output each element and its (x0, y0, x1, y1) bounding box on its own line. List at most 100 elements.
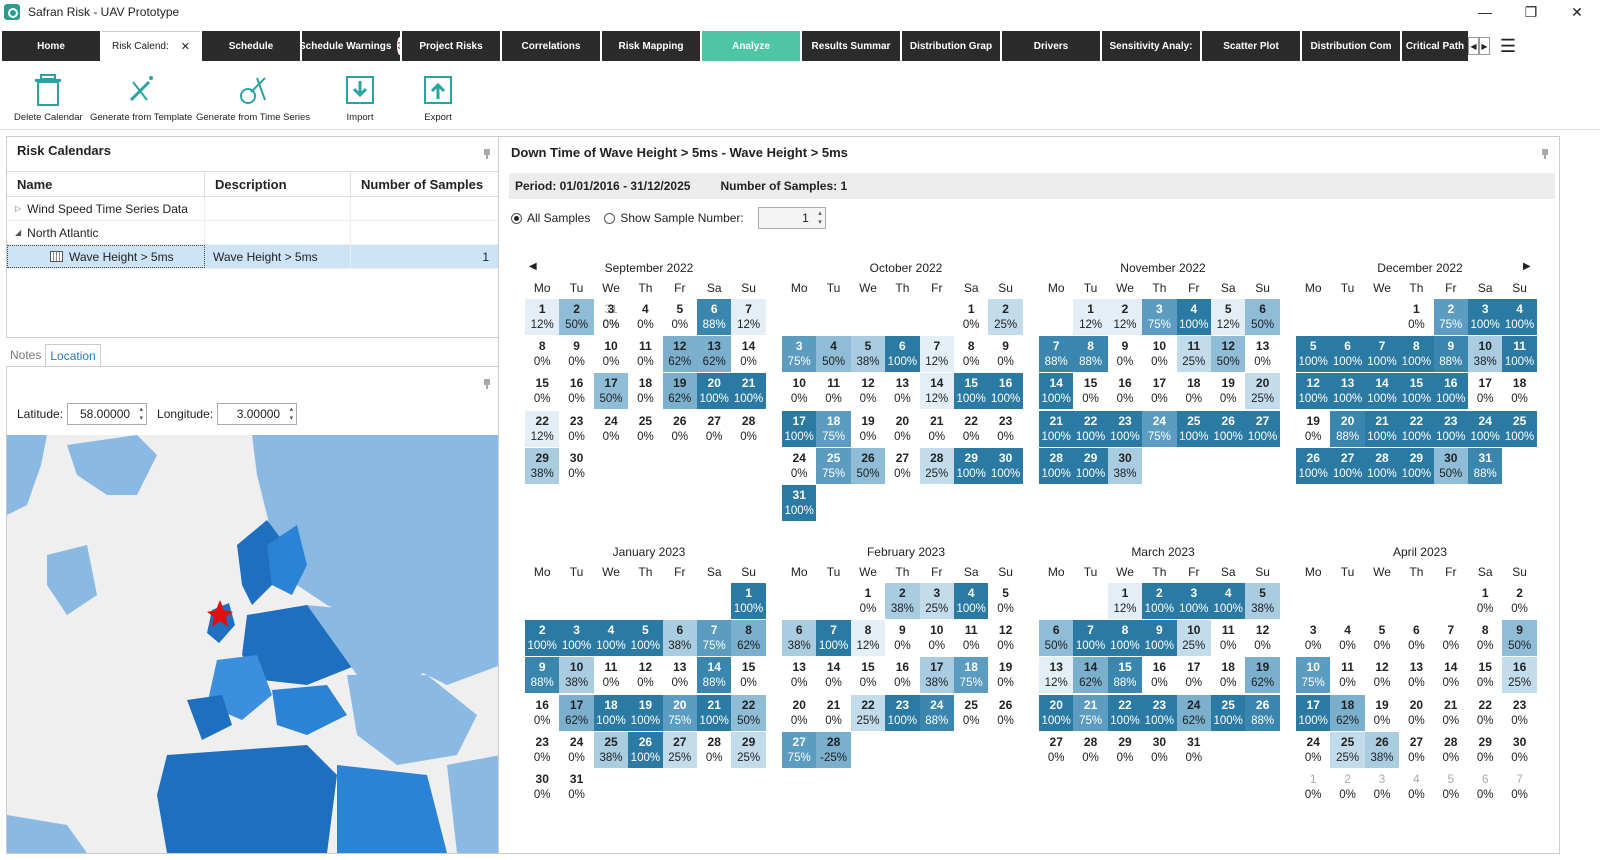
calendar-day[interactable]: 21 0% (920, 411, 954, 447)
calendar-day[interactable]: 3 100% (1468, 299, 1503, 335)
calendar-day[interactable]: 2 100% (1142, 583, 1177, 619)
calendar-day[interactable]: 10 25% (1176, 620, 1211, 657)
calendar-day[interactable]: 26 100% (1296, 447, 1331, 484)
calendar-day[interactable]: 19 0% (851, 411, 885, 447)
calendar-day[interactable]: 28 0% (1434, 732, 1468, 768)
calendar-day[interactable]: 15 0% (1073, 373, 1107, 409)
pin-icon[interactable] (483, 379, 491, 389)
calendar-day[interactable]: 20 100% (697, 373, 732, 410)
calendar-day[interactable]: 29 25% (731, 731, 766, 768)
calendar-day[interactable]: 21 100% (1364, 410, 1400, 447)
calendar-day[interactable]: 22 25% (850, 694, 886, 731)
minimize-button[interactable]: — (1478, 4, 1492, 20)
calendar-day[interactable]: 24 100% (1468, 410, 1503, 447)
calendar-day[interactable]: 27 0% (885, 448, 919, 484)
calendar-day[interactable]: 23 100% (1142, 694, 1177, 731)
table-row[interactable]: ◢ North Atlantic (7, 221, 501, 245)
calendar-day[interactable]: 20 0% (782, 695, 816, 731)
calendar-day[interactable]: 16 100% (988, 373, 1023, 410)
column-header-description[interactable]: Description (205, 172, 351, 196)
calendar-day[interactable]: 28 25% (919, 447, 954, 484)
tab-scroll-right-icon[interactable]: ▶ (1479, 37, 1490, 55)
calendar-day[interactable]: 7 88% (1039, 336, 1074, 373)
calendar-day[interactable]: 16 0% (1108, 373, 1142, 409)
calendar-day[interactable]: 10 0% (594, 336, 628, 372)
close-tab-icon[interactable]: ✕ (180, 41, 190, 53)
calendar-day[interactable]: 27 100% (1330, 447, 1365, 484)
calendar-day[interactable]: 25 100% (1211, 694, 1246, 731)
calendar-day[interactable]: 1 0% (851, 583, 885, 619)
calendar-day[interactable]: 19 62% (1245, 657, 1280, 694)
table-row[interactable]: ▷ Wind Speed Time Series Data (7, 197, 501, 221)
tab-analyze[interactable]: Analyze (702, 31, 800, 61)
calendar-day[interactable]: 14 0% (816, 657, 850, 693)
table-row[interactable]: Wave Height > 5ms Wave Height > 5ms 1 (7, 245, 501, 269)
calendar-day[interactable]: 31 0% (559, 769, 593, 805)
calendar-day[interactable]: 6 38% (782, 620, 817, 657)
calendar-day[interactable]: 12 0% (988, 620, 1022, 656)
calendar-day[interactable]: 22 100% (1107, 694, 1143, 731)
calendar-day[interactable]: 9 0% (1108, 336, 1142, 372)
calendar-day[interactable]: 7 100% (1364, 336, 1400, 373)
calendar-day[interactable]: 24 0% (1296, 732, 1330, 768)
calendar-day[interactable]: 26 0% (988, 695, 1022, 731)
calendar-day[interactable]: 7 100% (1073, 620, 1108, 657)
calendar-day[interactable]: 30 100% (988, 447, 1023, 484)
calendar-day[interactable]: 15 0% (1468, 657, 1502, 693)
calendar-day[interactable]: 6 0% (1399, 620, 1433, 656)
calendar-day[interactable]: 12 0% (851, 373, 885, 409)
calendar-day[interactable]: 5 0% (1434, 769, 1468, 805)
calendar-day[interactable]: 19 62% (662, 373, 697, 410)
calendar-day[interactable]: 26 88% (1245, 694, 1280, 731)
calendar-day[interactable]: 13 12% (1039, 657, 1074, 694)
calendar-day[interactable]: 16 0% (559, 373, 593, 409)
calendar-day[interactable]: 22 100% (1073, 410, 1108, 447)
calendar-day[interactable]: 4 100% (593, 620, 629, 657)
calendar-day[interactable]: 2 0% (1502, 583, 1536, 619)
calendar-day[interactable]: 1 100% (731, 583, 766, 619)
pin-icon[interactable] (483, 149, 491, 159)
calendar-day[interactable]: 2 25% (988, 299, 1023, 335)
calendar-day[interactable]: 4 0% (1399, 769, 1433, 805)
calendar-day[interactable]: 5 100% (1296, 336, 1331, 373)
calendar-day[interactable]: 17 50% (593, 373, 629, 410)
calendar-day[interactable]: 24 0% (559, 732, 593, 768)
calendar-day[interactable]: 23 0% (988, 411, 1022, 447)
hamburger-menu-icon[interactable]: ☰ (1499, 35, 1517, 56)
calendar-day[interactable]: 18 0% (1177, 373, 1211, 409)
calendar-day[interactable]: 1 0% (1468, 583, 1502, 619)
calendar-day[interactable]: 14 100% (1039, 373, 1074, 410)
calendar-day[interactable]: 31 88% (1468, 447, 1503, 484)
calendar-day[interactable]: 27 25% (662, 731, 697, 768)
close-button[interactable]: ✕ (1571, 3, 1583, 20)
calendar-day[interactable]: 9 100% (1142, 620, 1177, 657)
calendar-day[interactable]: 26 38% (1364, 731, 1400, 768)
calendar-day[interactable]: 4 100% (1176, 299, 1211, 335)
tab-critical-path[interactable]: Critical Path (1402, 31, 1468, 61)
calendar-day[interactable]: 14 0% (1434, 657, 1468, 693)
calendar-day[interactable]: 28 0% (697, 732, 731, 768)
calendar-day[interactable]: 24 88% (919, 694, 954, 731)
calendar-day[interactable]: 27 100% (1245, 410, 1280, 447)
calendar-day[interactable]: 19 0% (1211, 373, 1245, 409)
calendar-day[interactable]: 6 50% (1245, 299, 1280, 335)
calendar-day[interactable]: 21 100% (731, 373, 766, 410)
calendar-day[interactable]: 5 100% (628, 620, 663, 657)
calendar-day[interactable]: 31 0% (1177, 732, 1211, 768)
next-month-icon[interactable]: ▶ (1523, 261, 1531, 272)
tab-sensitivity-analysis[interactable]: Sensitivity Analy: (1102, 31, 1200, 61)
calendar-day[interactable]: 29 100% (1073, 447, 1108, 484)
tab-schedule[interactable]: Schedule (202, 31, 300, 61)
calendar-day[interactable]: 7 0% (1434, 620, 1468, 656)
calendar-day[interactable]: 2 100% (525, 620, 560, 657)
calendar-day[interactable]: 10 0% (782, 373, 816, 409)
calendar-day[interactable]: 1 0% (954, 299, 988, 335)
calendar-day[interactable]: 23 100% (1433, 410, 1468, 447)
calendar-day[interactable]: 3 25% (919, 583, 954, 619)
collapse-icon[interactable]: ◢ (15, 228, 22, 237)
